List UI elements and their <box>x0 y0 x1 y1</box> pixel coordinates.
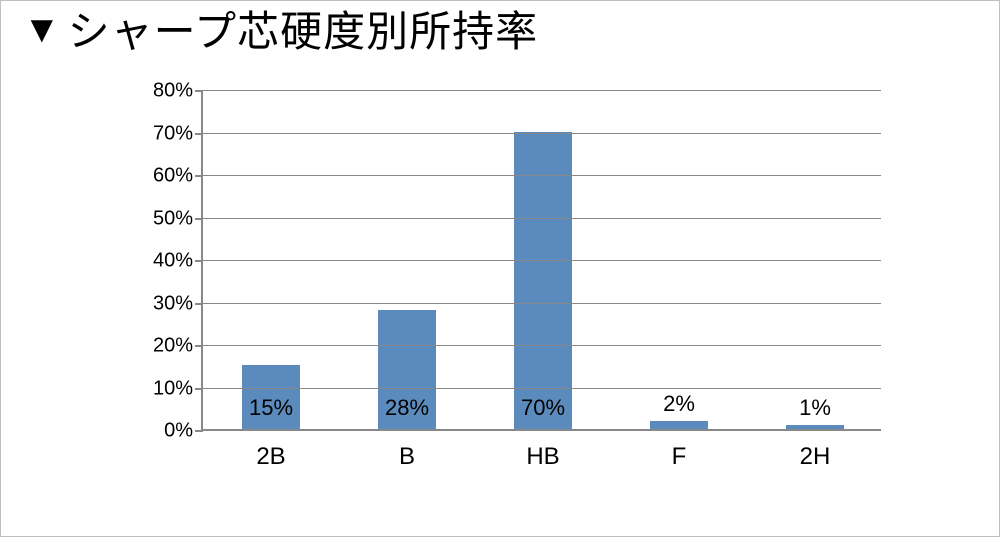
plot-area: 15%28%70%2%1% 0%10%20%30%40%50%60%70%80%… <box>201 91 881 431</box>
y-tick-label: 10% <box>153 377 203 400</box>
bar-value-label: 1% <box>799 395 831 421</box>
gridline <box>203 175 881 176</box>
gridline <box>203 303 881 304</box>
category-label: F <box>672 429 687 471</box>
gridline <box>203 218 881 219</box>
gridline <box>203 345 881 346</box>
bar-chart: 15% 28% 70% 2% 1% 0% 10% 20% 30% 40% 50% 60% 70% 80%… <box>121 81 941 511</box>
page-title: ▼ シャープ芯硬度別所持率 <box>23 11 538 53</box>
down-triangle-icon: ▼ <box>23 11 62 49</box>
category-label: B <box>399 429 415 471</box>
gridline <box>203 133 881 134</box>
category-label: 2H <box>800 429 831 471</box>
bar-value-label: 70% <box>521 395 565 421</box>
y-tick-label: 0% <box>164 420 203 443</box>
y-tick-label: 30% <box>153 292 203 315</box>
gridline <box>203 388 881 389</box>
category-label: 2B <box>256 429 285 471</box>
y-tick-label: 20% <box>153 335 203 358</box>
bar <box>514 132 572 430</box>
category-label: HB <box>526 429 559 471</box>
y-tick-label: 50% <box>153 207 203 230</box>
y-tick-label: 60% <box>153 165 203 188</box>
y-tick-label: 80% <box>153 80 203 103</box>
y-tick-label: 70% <box>153 122 203 145</box>
y-tick-label: 40% <box>153 250 203 273</box>
gridline <box>203 90 881 91</box>
gridline <box>203 260 881 261</box>
bar-value-label: 2% <box>663 391 695 417</box>
bar-value-label: 28% <box>385 395 429 421</box>
bar <box>650 421 708 430</box>
bar-value-label: 15% <box>249 395 293 421</box>
chart-frame: ▼ シャープ芯硬度別所持率 15% 28% 70% 2% 1% 0% 10% 20% 30% 4… <box>0 0 1000 537</box>
title-text: シャープ芯硬度別所持率 <box>68 11 538 53</box>
